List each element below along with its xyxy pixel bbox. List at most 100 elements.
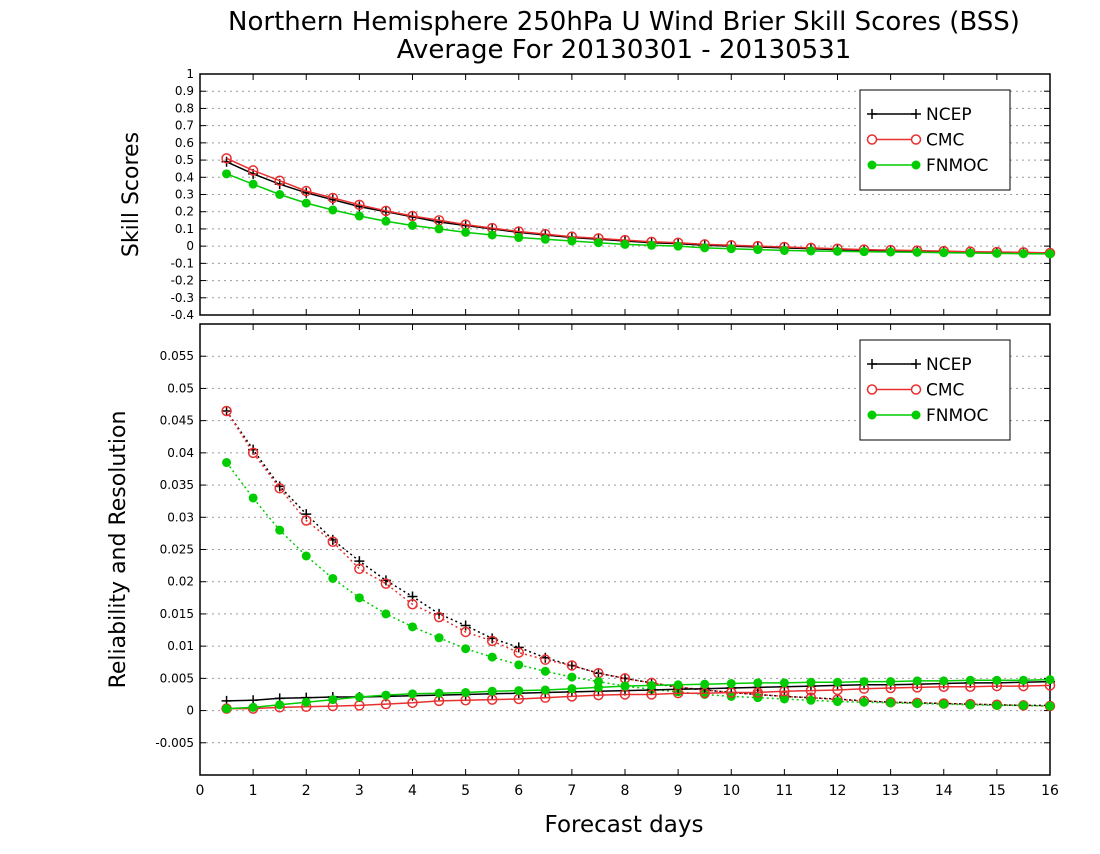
data-point — [673, 241, 683, 251]
y-tick-label: 0.02 — [167, 575, 194, 589]
legend-marker — [867, 410, 877, 420]
data-point — [487, 686, 497, 696]
legend-marker — [911, 410, 921, 420]
legend-marker — [911, 359, 921, 369]
data-point — [354, 563, 365, 575]
x-tick-label: 0 — [196, 783, 205, 799]
y-tick-label: 0.03 — [167, 510, 194, 524]
data-point — [1018, 700, 1028, 710]
data-point — [434, 224, 444, 234]
bottom-panel: -0.005 0 0.005 0.01 0.015 0.02 0.025 0.03 0.035 0… — [106, 323, 1059, 799]
data-point — [301, 551, 311, 561]
y-tick-label: 0.01 — [167, 639, 194, 653]
data-point — [222, 458, 232, 468]
data-point — [354, 211, 364, 221]
y-tick-label: 0.055 — [160, 349, 194, 363]
y-tick-label: 0.005 — [160, 671, 194, 685]
data-point — [886, 698, 896, 708]
data-point — [593, 682, 603, 692]
data-point — [540, 654, 551, 665]
y-tick-label: -0.1 — [171, 256, 194, 270]
data-point — [965, 248, 975, 258]
legend-marker — [867, 160, 877, 170]
data-point — [673, 680, 683, 690]
data-point — [1045, 701, 1055, 711]
y-tick-label: 0.05 — [167, 381, 194, 395]
data-point — [726, 679, 736, 689]
plot-frame — [199, 73, 1051, 316]
data-point — [301, 697, 311, 707]
series-fnmoc — [222, 169, 1055, 259]
data-point — [779, 245, 789, 255]
data-point — [221, 153, 232, 164]
data-point — [301, 185, 312, 197]
data-point — [434, 688, 444, 698]
data-point — [965, 700, 975, 710]
data-point — [222, 169, 232, 179]
y-tick-label: -0.4 — [171, 308, 194, 322]
legend-marker — [866, 384, 878, 395]
y-tick-label: 0.035 — [160, 478, 194, 492]
legend-marker — [867, 109, 877, 119]
data-point — [407, 599, 418, 610]
legend-marker — [911, 109, 921, 119]
data-point — [540, 685, 550, 695]
x-tick-label: 7 — [567, 783, 576, 799]
data-point — [593, 238, 603, 248]
data-point — [327, 192, 339, 204]
y-tick-label: 0.045 — [160, 414, 194, 428]
y-tick-label: 0.2 — [175, 205, 194, 219]
y-tick-label: 0.5 — [175, 153, 194, 167]
y-tick-label: 0.025 — [160, 543, 194, 557]
legend-item-cmc: CMC — [866, 131, 964, 151]
legend-marker — [867, 359, 877, 369]
data-point — [461, 688, 471, 698]
y-tick-label: 0 — [186, 704, 194, 718]
legend-item-ncep: NCEP — [867, 105, 972, 125]
data-point — [221, 405, 232, 417]
x-tick-label: 14 — [935, 783, 953, 799]
data-point — [1018, 249, 1028, 259]
data-point — [328, 205, 338, 215]
data-point — [912, 676, 922, 686]
x-tick-label: 9 — [674, 783, 683, 799]
data-point — [328, 695, 338, 705]
data-point — [859, 247, 869, 257]
data-point — [700, 679, 710, 689]
x-tick-label: 11 — [775, 783, 793, 799]
x-tick-label: 1 — [249, 783, 258, 799]
data-point — [247, 165, 259, 176]
y-tick-label: 0.8 — [175, 101, 194, 115]
data-point — [992, 700, 1002, 710]
data-point — [248, 493, 258, 503]
data-point — [514, 686, 524, 696]
data-point — [833, 697, 842, 707]
x-tick-label: 12 — [829, 783, 847, 799]
data-point — [620, 681, 630, 691]
data-point — [939, 248, 949, 258]
y-tick-label: 0.7 — [175, 119, 194, 133]
data-point — [222, 704, 232, 714]
data-point — [992, 248, 1002, 258]
data-point — [380, 205, 392, 217]
plot-frame — [199, 323, 1051, 776]
data-point — [408, 622, 417, 632]
data-point — [992, 675, 1002, 685]
data-point — [274, 481, 285, 492]
data-point — [514, 233, 524, 243]
data-point — [752, 687, 764, 698]
x-tick-label: 5 — [461, 783, 470, 799]
y-tick-label: 0.1 — [175, 222, 194, 236]
chart-subtitle: Average For 20130301 - 20130531 — [397, 35, 852, 65]
legend: NCEP CMC FNMOC — [859, 339, 1011, 441]
legend-label: NCEP — [926, 355, 972, 375]
data-point — [939, 676, 949, 686]
data-point — [647, 240, 657, 250]
data-point — [566, 660, 578, 671]
x-tick-label: 13 — [882, 783, 900, 799]
data-point — [886, 677, 896, 687]
x-tick-label: 4 — [408, 783, 417, 799]
data-point — [354, 199, 365, 211]
